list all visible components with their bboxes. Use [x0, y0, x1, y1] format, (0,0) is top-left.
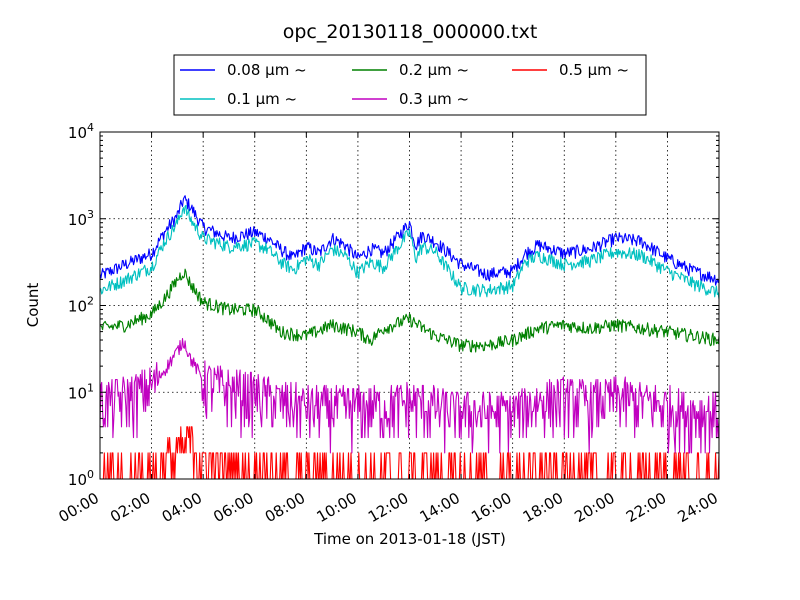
- x-tick-label: 00:00: [56, 489, 102, 526]
- x-tick-label: 18:00: [520, 489, 566, 526]
- legend-label: 0.5 μm ~: [559, 61, 629, 79]
- x-tick-label: 08:00: [262, 489, 308, 526]
- x-tick-label: 10:00: [313, 489, 359, 526]
- x-tick-label: 16:00: [468, 489, 514, 526]
- y-axis-label: Count: [24, 283, 42, 328]
- series-line-0: [99, 195, 720, 286]
- x-tick-label: 04:00: [159, 489, 205, 526]
- x-tick-label: 22:00: [623, 489, 669, 526]
- y-tick-label: 104: [68, 121, 94, 142]
- legend: 0.08 μm ~ 0.1 μm ~ 0.2 μm ~ 0.3 μm ~ 0.5 μm …: [173, 54, 647, 116]
- y-tick-label: 100: [68, 468, 94, 489]
- chart-title: opc_20130118_000000.txt: [283, 21, 538, 43]
- legend-label: 0.1 μm ~: [227, 90, 297, 108]
- series-line-2: [99, 268, 720, 353]
- series-layer: [99, 195, 720, 480]
- y-tick-label: 102: [68, 295, 94, 316]
- legend-label: 0.3 μm ~: [399, 90, 469, 108]
- x-tick-label: 02:00: [107, 489, 153, 526]
- x-tick-label: 24:00: [675, 489, 721, 526]
- y-tick-label: 101: [68, 381, 94, 402]
- series-line-3: [99, 337, 720, 454]
- y-axis: 100 101 102 103 104: [68, 121, 719, 489]
- y-tick-label: 103: [68, 208, 94, 229]
- x-tick-label: 06:00: [210, 489, 256, 526]
- series-line-1: [99, 204, 720, 300]
- legend-label: 0.08 μm ~: [227, 61, 307, 79]
- x-tick-label: 14:00: [417, 489, 463, 526]
- legend-box: [173, 54, 647, 116]
- legend-label: 0.2 μm ~: [399, 61, 469, 79]
- x-tick-label: 20:00: [571, 489, 617, 526]
- x-axis-label: Time on 2013-01-18 (JST): [313, 530, 506, 548]
- x-tick-label: 12:00: [365, 489, 411, 526]
